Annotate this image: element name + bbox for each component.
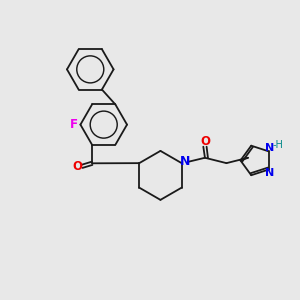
Text: N: N	[265, 169, 274, 178]
Text: O: O	[73, 160, 83, 173]
Text: N: N	[265, 143, 274, 153]
Text: N: N	[180, 155, 191, 168]
Text: O: O	[200, 135, 210, 148]
Text: -H: -H	[273, 140, 283, 150]
Text: F: F	[70, 118, 78, 131]
